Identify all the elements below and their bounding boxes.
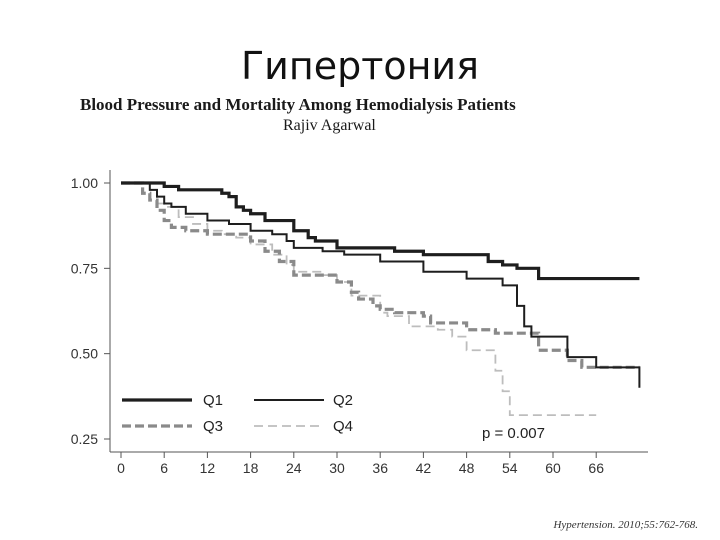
x-tick-label: 24 (286, 460, 302, 476)
x-tick-label: 54 (502, 460, 518, 476)
x-tick-label: 42 (416, 460, 432, 476)
x-tick-label: 66 (588, 460, 604, 476)
y-tick-label: 0.50 (71, 346, 98, 362)
x-tick-label: 12 (200, 460, 216, 476)
x-tick-label: 6 (160, 460, 168, 476)
y-tick-label: 1.00 (71, 175, 98, 191)
x-tick-label: 0 (117, 460, 125, 476)
citation: Hypertension. 2010;55:762-768. (553, 519, 698, 531)
x-tick-label: 30 (329, 460, 345, 476)
chart-axes: 0.25 0.50 0.75 1.00 0 6 12 18 24 30 36 42 48 54 60 66 (71, 170, 648, 476)
series-line-q4 (121, 182, 597, 417)
x-tick-label: 18 (243, 460, 259, 476)
x-tick-label: 60 (545, 460, 561, 476)
x-tick-label: 36 (372, 460, 388, 476)
series-line-q2 (121, 182, 641, 388)
series-line-q3 (121, 181, 640, 369)
legend-label-q4: Q4 (333, 418, 353, 435)
chart-legend: Q1 Q2 Q3 Q4 (122, 392, 353, 435)
figure-title: Blood Pressure and Mortality Among Hemod… (80, 95, 516, 114)
figure-author: Rajiv Agarwal (283, 117, 376, 134)
y-tick-label: 0.75 (71, 260, 98, 276)
series-line-q1 (121, 181, 640, 281)
x-tick-label: 48 (459, 460, 475, 476)
legend-label-q1: Q1 (203, 392, 223, 409)
slide-title: Гипертония (240, 44, 479, 88)
legend-label-q3: Q3 (203, 418, 223, 435)
chart-series-layer (121, 181, 641, 417)
y-tick-label: 0.25 (71, 431, 98, 447)
p-value-annotation: p = 0.007 (482, 425, 545, 442)
legend-label-q2: Q2 (333, 392, 353, 409)
